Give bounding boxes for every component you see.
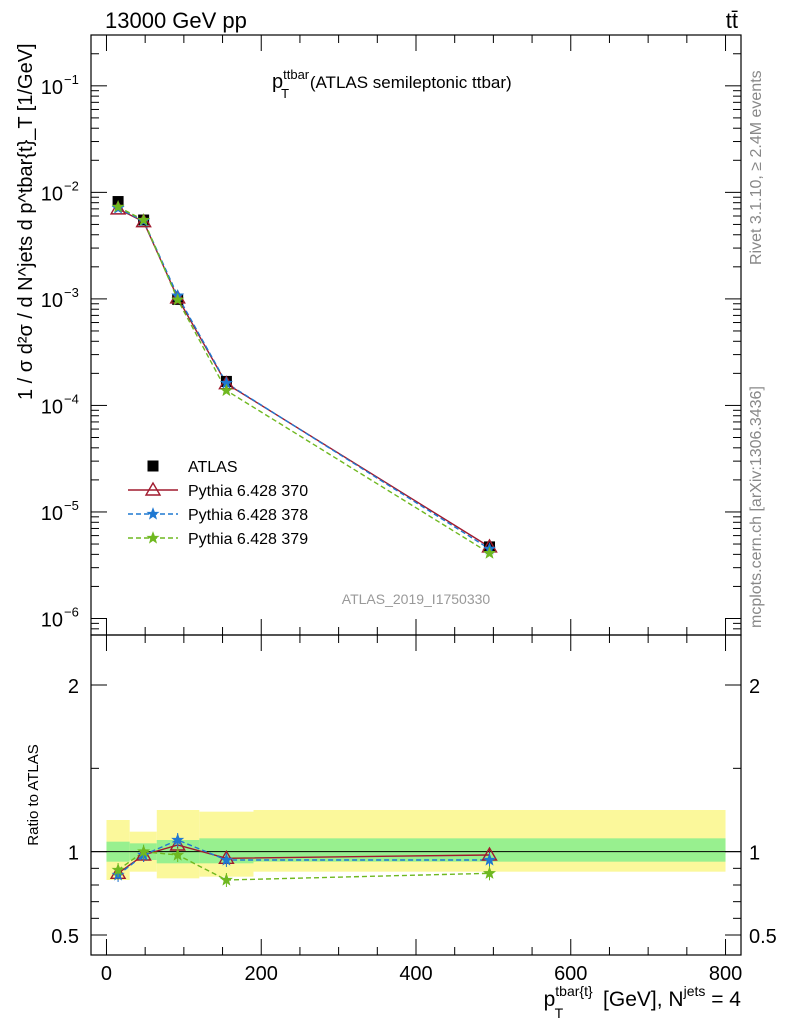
rivet-version-label: Rivet 3.1.10, ≥ 2.4M events [748, 70, 765, 265]
main-series-line [117, 207, 490, 550]
legend-marker [147, 460, 159, 472]
mcplots-label: mcplots.cern.ch [arXiv:1306.3436] [748, 386, 765, 628]
ratio-panel: 0.5 0.51 12 2 0 200 400 600 800 Ratio to ATLAS … [25, 634, 777, 1021]
header-energy-label: 13000 GeV pp [105, 8, 247, 33]
main-y-tick-label: 10 [41, 77, 63, 99]
main-y-tick-exponent: −3 [64, 285, 79, 300]
main-data-point [482, 546, 497, 559]
main-y-tick-label: 10 [41, 183, 63, 205]
main-y-tick-exponent: −2 [64, 178, 79, 193]
ratio-uncertainty-bands [106, 810, 726, 880]
legend-label: Pythia 6.428 379 [188, 531, 308, 548]
x-tick-label: 0 [101, 963, 112, 985]
ratio-y-tick-label-right: 0.5 [749, 926, 777, 948]
watermark-label: ATLAS_2019_I1750330 [342, 591, 491, 607]
main-y-tick-label: 10 [41, 503, 63, 525]
ratio-data-point [171, 848, 185, 861]
main-y-axis: 10−110−210−310−410−510−6 [41, 53, 741, 636]
x-tick-label: 600 [554, 963, 587, 985]
header-process-label: tt̄ [726, 8, 738, 33]
legend-marker [146, 531, 160, 544]
x-axis-label: ptbar{t} T [GeV], Njets = 4 [544, 983, 742, 1021]
legend-label: Pythia 6.428 378 [188, 507, 308, 524]
main-y-tick-label: 10 [41, 396, 63, 418]
main-y-tick-label: 10 [41, 290, 63, 312]
ratio-data-point [219, 853, 233, 866]
legend-marker [144, 481, 162, 496]
main-y-tick-exponent: −1 [64, 72, 79, 87]
ratio-x-axis: 0 200 400 600 800 [101, 635, 742, 985]
main-panel: 10−110−210−310−410−510−6 pttbar T (ATLAS … [15, 34, 742, 636]
ratio-y-tick-label: 1 [68, 843, 79, 865]
ratio-data-point [482, 853, 497, 866]
main-plot-marks [109, 196, 498, 559]
ratio-series-line [117, 839, 490, 876]
main-data-point [169, 289, 186, 304]
main-y-tick-exponent: −6 [64, 604, 79, 619]
legend-label: ATLAS [188, 459, 238, 476]
ratio-y-axis-label: Ratio to ATLAS [25, 744, 42, 845]
ratio-y-tick-label-right: 2 [749, 676, 760, 698]
ratio-data-point [219, 873, 233, 886]
main-plot-title: pttbar T (ATLAS semileptonic ttbar) [272, 67, 512, 101]
main-x-ticks [105, 35, 727, 635]
main-y-axis-label: 1 / σ d²σ / d N^jets d p^tbar{t}_T [1/Ge… [15, 43, 37, 400]
ratio-plot-marks [109, 833, 498, 887]
main-y-tick-exponent: −4 [64, 391, 79, 406]
ratio-y-axis: 0.5 0.5 1 1 2 2 [51, 676, 777, 948]
main-data-point [219, 383, 233, 397]
ratio-data-point [111, 863, 125, 876]
main-data-point [137, 213, 151, 226]
legend-marker [146, 507, 160, 520]
x-tick-label: 200 [245, 963, 278, 985]
main-y-tick-exponent: −5 [64, 498, 79, 513]
ratio-panel-frame [90, 634, 742, 956]
main-data-point [111, 200, 125, 213]
ratio-data-point [171, 833, 185, 846]
x-tick-label: 800 [709, 963, 742, 985]
main-data-point [171, 292, 185, 306]
ratio-data-point [482, 866, 497, 879]
legend: ATLAS Pythia 6.428 370 Pythia 6.428 378 Pyt… [128, 459, 308, 548]
main-series-line [117, 206, 490, 554]
legend-label: Pythia 6.428 370 [188, 483, 308, 500]
ratio-y-tick-label: 2 [68, 676, 79, 698]
x-tick-label: 400 [399, 963, 432, 985]
ratio-y-tick-label-right: 1 [749, 843, 760, 865]
ratio-y-tick-label: 0.5 [51, 926, 79, 948]
main-y-tick-label: 10 [41, 609, 63, 631]
ratio-data-point [137, 844, 151, 858]
